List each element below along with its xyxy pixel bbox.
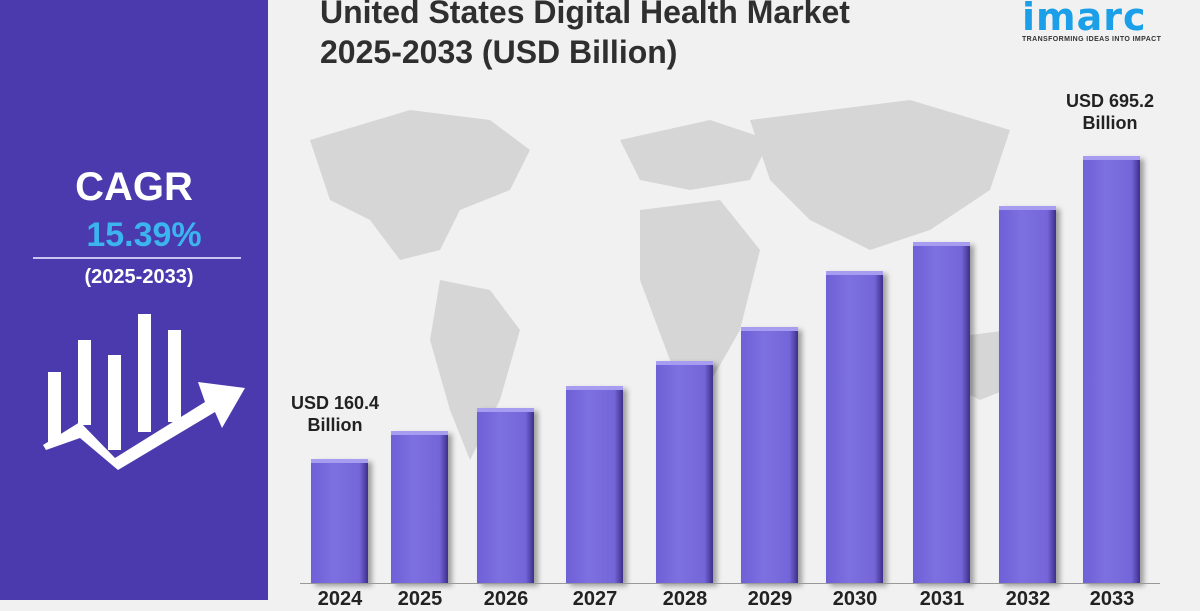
last-value-text: USD 695.2 xyxy=(1065,91,1155,111)
bar-2031 xyxy=(913,242,970,583)
last-value-unit: Billion xyxy=(1082,113,1138,133)
sidebar-panel: CAGR 15.39% (2025-2033) xyxy=(0,0,268,600)
first-value-label: USD 160.4 Billion xyxy=(280,392,390,436)
bar-2024 xyxy=(311,459,368,583)
first-value-text: USD 160.4 xyxy=(290,393,380,413)
bar-2033 xyxy=(1083,156,1140,583)
logo-wordmark: imarc xyxy=(1022,0,1147,39)
bar-2029 xyxy=(741,327,798,583)
bar-2025 xyxy=(391,431,448,583)
logo-tagline: TRANSFORMING IDEAS INTO IMPACT xyxy=(1022,36,1162,43)
chart-title: United States Digital Health Market 2025… xyxy=(320,0,850,72)
bar-2026 xyxy=(477,408,534,583)
x-axis-line xyxy=(300,583,1160,584)
imarc-logo: imarc TRANSFORMING IDEAS INTO IMPACT xyxy=(1022,0,1192,43)
cagr-period: (2025-2033) xyxy=(84,266,194,288)
title-line-1: United States Digital Health Market xyxy=(320,0,850,30)
growth-chart-icon xyxy=(43,314,245,470)
bar-2030 xyxy=(826,271,883,583)
divider xyxy=(33,257,241,259)
bar-2027 xyxy=(566,386,623,583)
bar-2028 xyxy=(656,361,713,583)
last-value-label: USD 695.2 Billion xyxy=(1050,90,1170,134)
title-line-2: 2025-2033 (USD Billion) xyxy=(320,34,678,70)
bar-2032 xyxy=(999,206,1056,583)
first-value-unit: Billion xyxy=(307,415,363,435)
cagr-value: 15.39% xyxy=(86,216,202,254)
cagr-label: CAGR xyxy=(75,165,193,209)
